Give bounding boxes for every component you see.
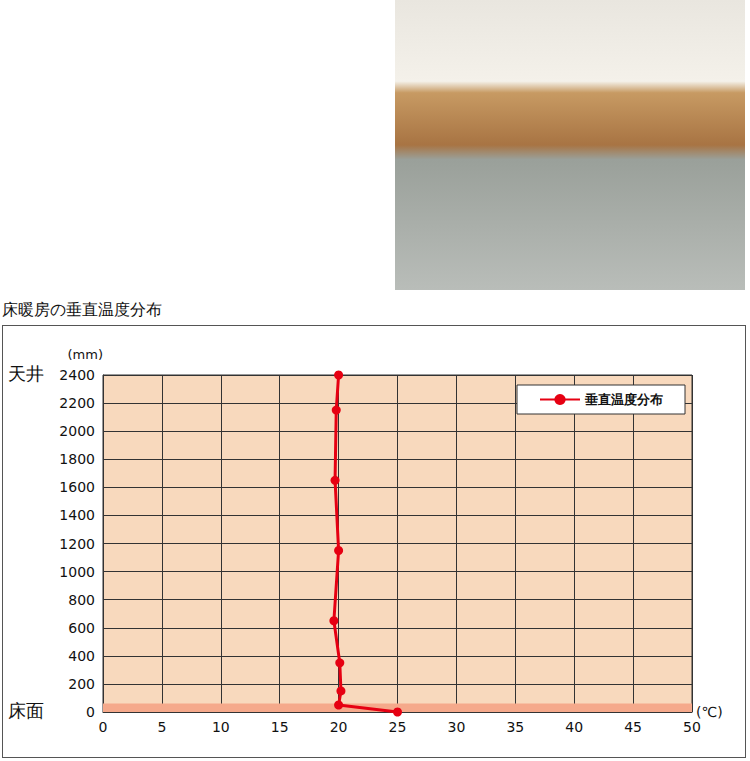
svg-text:垂直温度分布: 垂直温度分布 <box>584 392 663 407</box>
svg-text:(℃): (℃) <box>696 704 723 720</box>
svg-text:0: 0 <box>99 719 108 735</box>
svg-text:1800: 1800 <box>59 451 95 467</box>
svg-text:1000: 1000 <box>59 564 95 580</box>
svg-text:1400: 1400 <box>59 507 95 523</box>
svg-text:35: 35 <box>506 719 524 735</box>
svg-text:2000: 2000 <box>59 423 95 439</box>
svg-text:600: 600 <box>68 620 95 636</box>
svg-text:2400: 2400 <box>59 367 95 383</box>
svg-text:50: 50 <box>683 719 701 735</box>
svg-text:2200: 2200 <box>59 395 95 411</box>
svg-text:0: 0 <box>86 704 95 720</box>
svg-text:床面: 床面 <box>8 700 44 721</box>
svg-text:5: 5 <box>157 719 166 735</box>
svg-text:(mm): (mm) <box>68 347 103 362</box>
svg-text:1200: 1200 <box>59 536 95 552</box>
svg-text:20: 20 <box>330 719 348 735</box>
svg-text:45: 45 <box>624 719 642 735</box>
svg-text:400: 400 <box>68 648 95 664</box>
html-text:床暖房の垂直温度分布: 床暖房の垂直温度分布 <box>2 300 162 319</box>
svg-text:1600: 1600 <box>59 479 95 495</box>
svg-text:30: 30 <box>447 719 465 735</box>
svg-text:天井: 天井 <box>8 363 44 384</box>
svg-text:800: 800 <box>68 592 95 608</box>
svg-text:15: 15 <box>271 719 289 735</box>
svg-text:200: 200 <box>68 676 95 692</box>
svg-text:25: 25 <box>389 719 407 735</box>
svg-text:10: 10 <box>212 719 230 735</box>
svg-text:40: 40 <box>565 719 583 735</box>
